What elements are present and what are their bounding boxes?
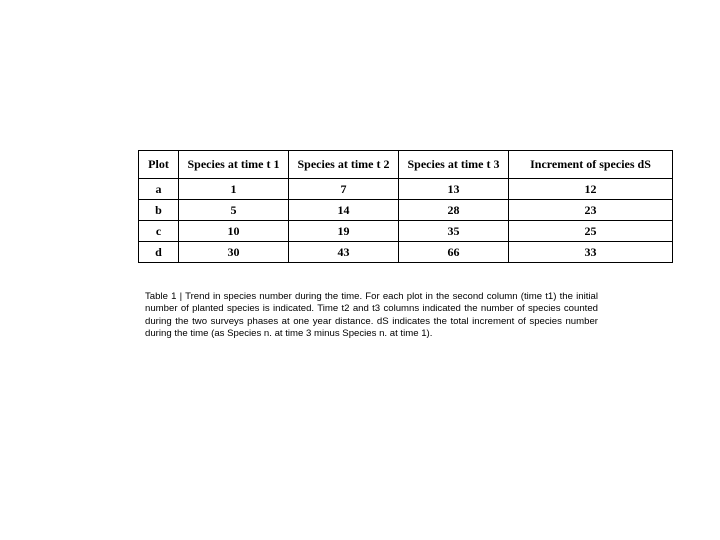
table-cell: c <box>138 220 179 242</box>
table-cell: 12 <box>508 178 673 200</box>
header-time-2: Species at time t 2 <box>288 150 399 179</box>
table-cell: 25 <box>508 220 673 242</box>
table-cell: a <box>138 178 179 200</box>
table-cell: 23 <box>508 199 673 221</box>
table-cell: 35 <box>398 220 509 242</box>
table-cell: 1 <box>178 178 289 200</box>
table-cell: 13 <box>398 178 509 200</box>
header-time-1: Species at time t 1 <box>178 150 289 179</box>
species-table: Plot Species at time t 1 Species at time… <box>138 150 673 263</box>
table-cell: 33 <box>508 241 673 263</box>
table-cell: 43 <box>288 241 399 263</box>
header-plot: Plot <box>138 150 179 179</box>
table-caption: Table 1 | Trend in species number during… <box>145 291 598 340</box>
table-cell: 30 <box>178 241 289 263</box>
table-cell: 14 <box>288 199 399 221</box>
table-row: c 10 19 35 25 <box>138 220 673 242</box>
table-cell: d <box>138 241 179 263</box>
table-row: a 1 7 13 12 <box>138 178 673 200</box>
table-cell: 28 <box>398 199 509 221</box>
table-cell: 66 <box>398 241 509 263</box>
header-increment: Increment of species dS <box>508 150 673 179</box>
table-cell: 7 <box>288 178 399 200</box>
table-row: b 5 14 28 23 <box>138 199 673 221</box>
table-cell: 19 <box>288 220 399 242</box>
table-cell: 5 <box>178 199 289 221</box>
table-cell: b <box>138 199 179 221</box>
table-header-row: Plot Species at time t 1 Species at time… <box>138 150 673 179</box>
table-row: d 30 43 66 33 <box>138 241 673 263</box>
header-time-3: Species at time t 3 <box>398 150 509 179</box>
table-cell: 10 <box>178 220 289 242</box>
